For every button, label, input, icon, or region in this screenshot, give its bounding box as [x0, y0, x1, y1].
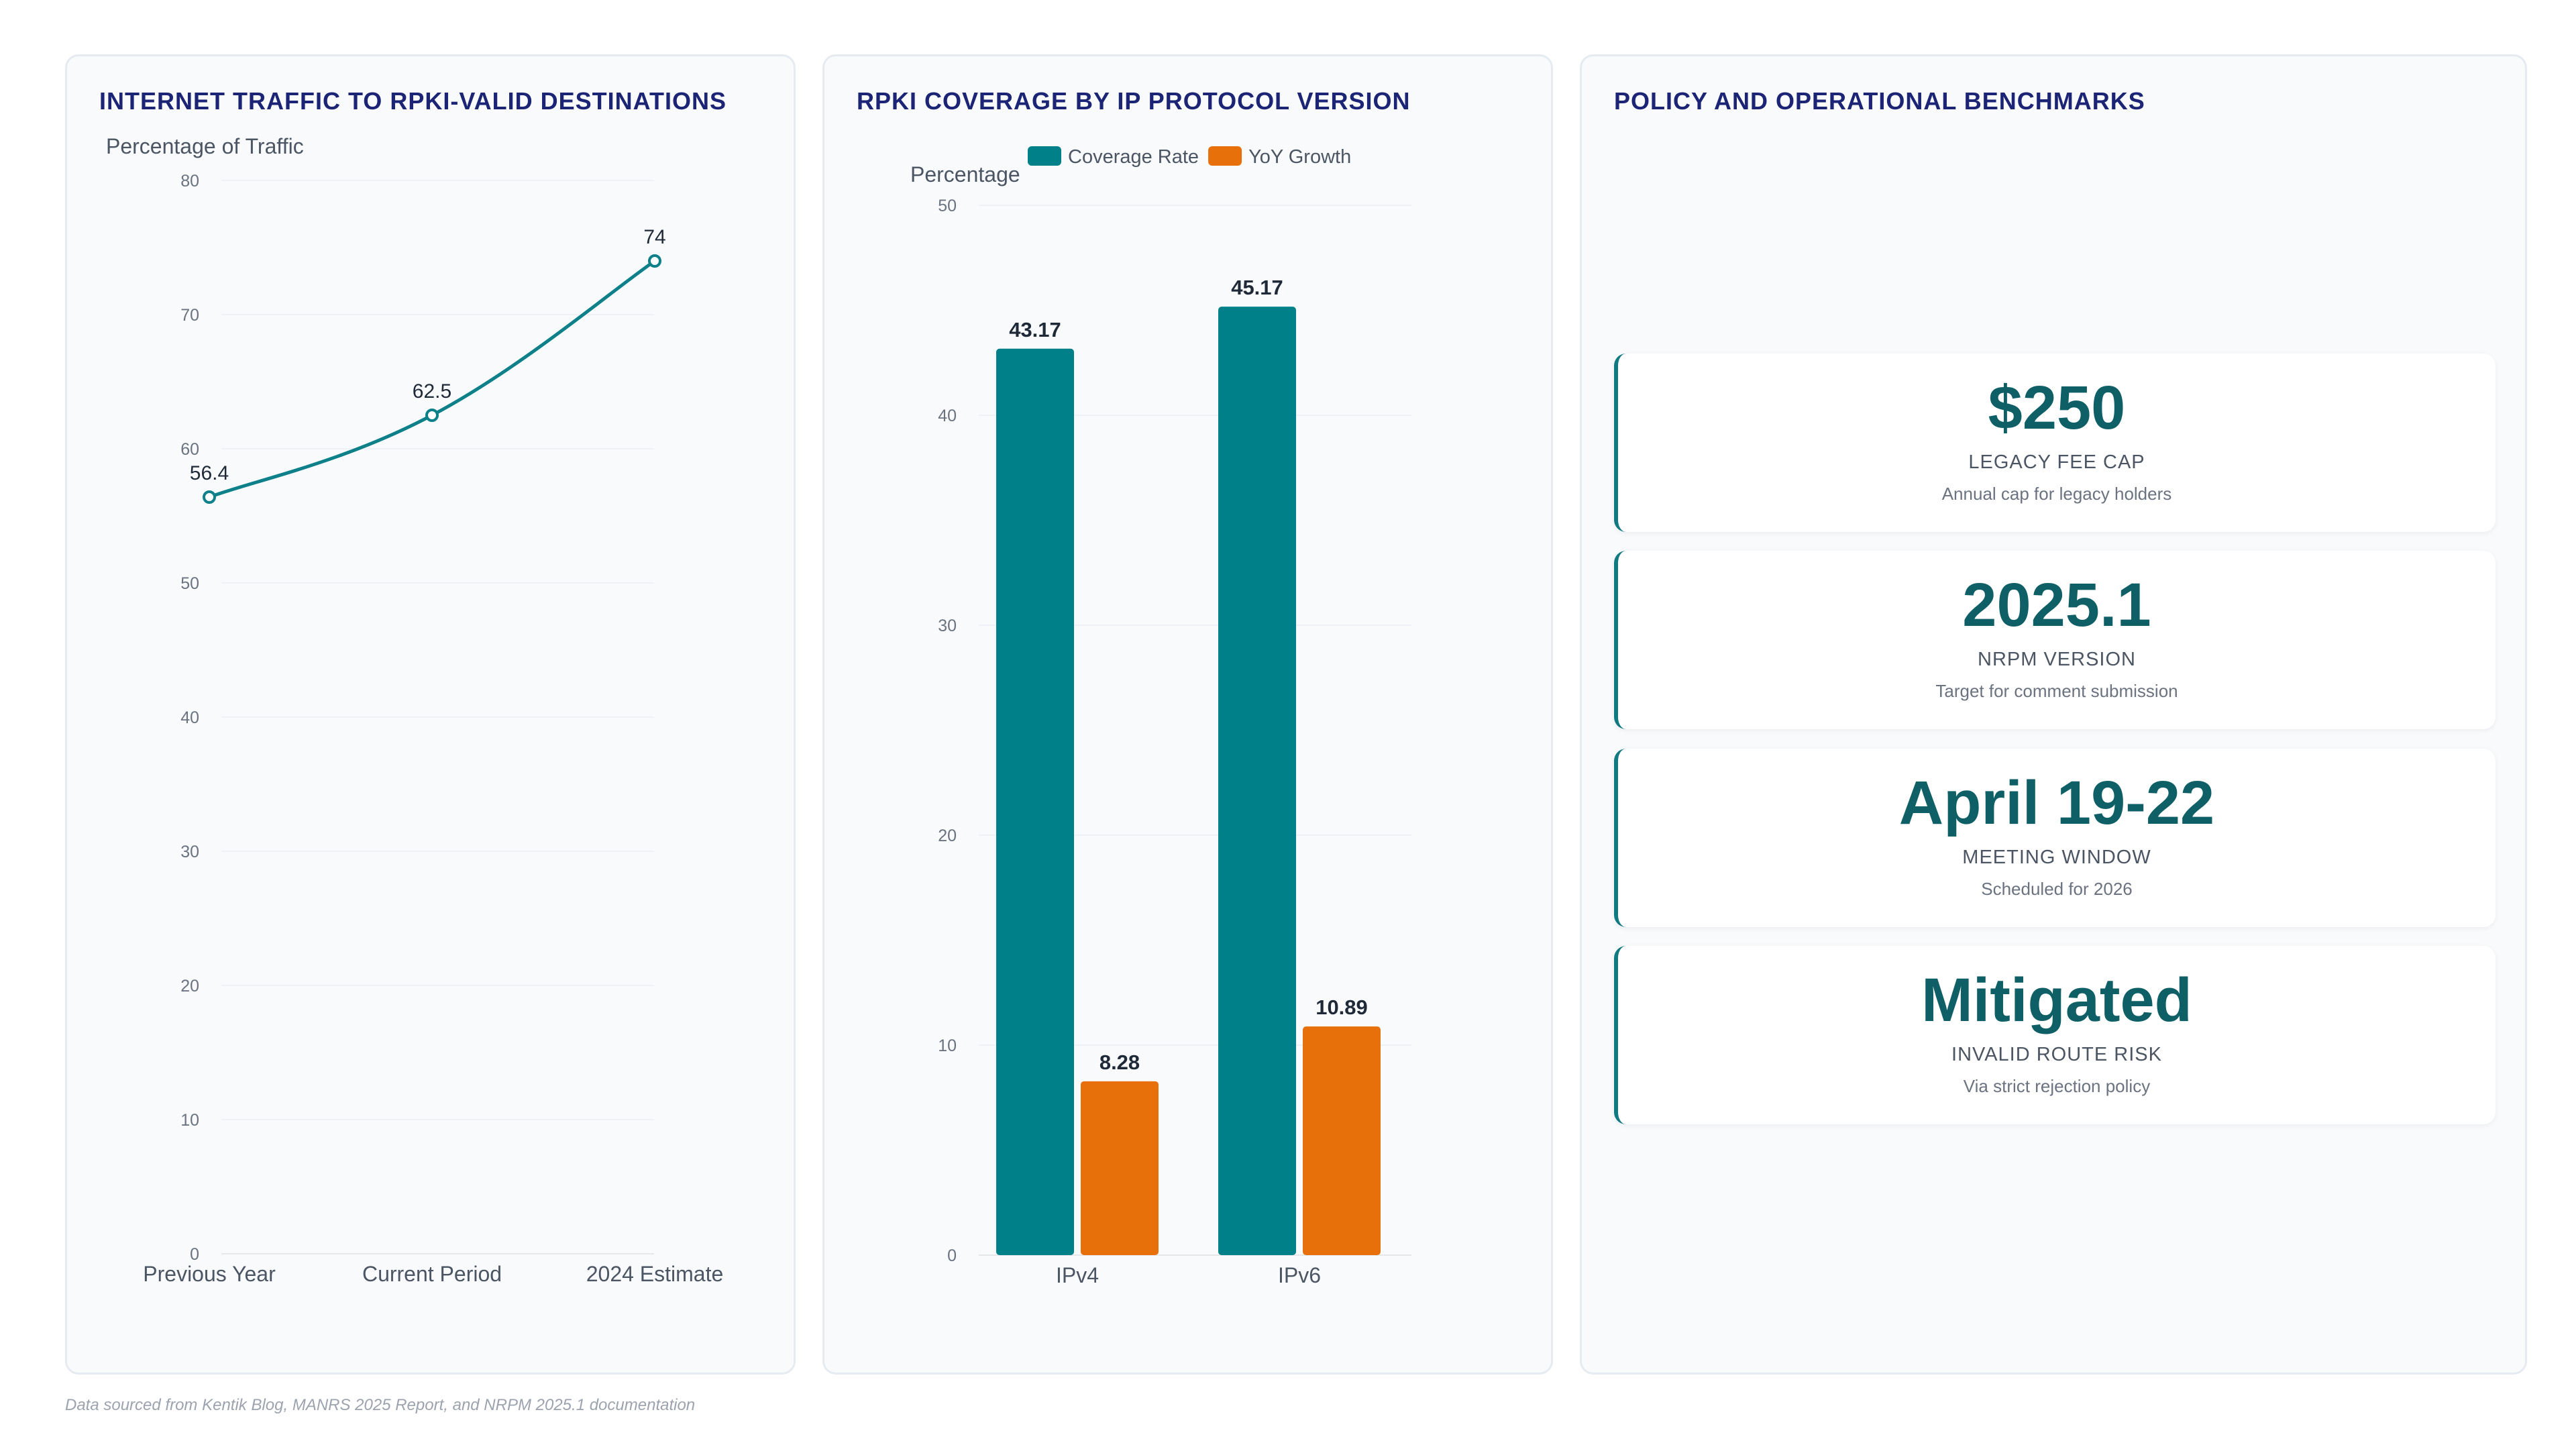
y-tick-label: 0	[190, 1245, 199, 1264]
y-tick-label: 50	[180, 574, 199, 593]
kpi-label: INVALID ROUTE RISK	[1951, 1044, 2162, 1065]
kpi-description: Annual cap for legacy holders	[1941, 484, 2172, 504]
y-tick-label: 20	[938, 826, 957, 845]
data-point	[425, 409, 439, 422]
kpi-card-fee-cap: $250 LEGACY FEE CAP Annual cap for legac…	[1614, 354, 2496, 532]
kpi-label: MEETING WINDOW	[1962, 847, 2151, 868]
legend-swatch	[1028, 146, 1061, 166]
y-tick-label: 30	[180, 843, 199, 861]
kpi-value: April 19-22	[1898, 769, 2215, 837]
kpi-label: LEGACY FEE CAP	[1968, 451, 2145, 473]
legend-label: YoY Growth	[1248, 146, 1351, 168]
kpi-label: NRPM VERSION	[1978, 649, 2136, 670]
data-label: 74	[643, 226, 665, 248]
bar	[1303, 1026, 1381, 1255]
bar-value-label: 43.17	[1009, 318, 1061, 341]
y-tick-label: 50	[938, 197, 957, 215]
kpi-value: Mitigated	[1921, 966, 2192, 1034]
bar	[996, 348, 1074, 1255]
data-label: 56.4	[190, 462, 229, 484]
traffic-line-chart: Percentage of Traffic 0 10 20 30 40 50 60 70 80 Pr…	[106, 134, 724, 1286]
bar-value-label: 45.17	[1231, 276, 1283, 299]
kpi-card-meeting-window: April 19-22 MEETING WINDOW Scheduled for…	[1614, 749, 2496, 927]
y-tick-label: 10	[180, 1111, 199, 1130]
y-tick-label: 10	[938, 1036, 957, 1055]
y-tick-label: 80	[180, 172, 199, 191]
kpi-description: Scheduled for 2026	[1981, 879, 2133, 899]
y-tick-label: 40	[938, 407, 957, 425]
benchmarks-panel: POLICY AND OPERATIONAL BENCHMARKS $250 L…	[1580, 54, 2527, 1375]
traffic-line-chart-panel: INTERNET TRAFFIC TO RPKI-VALID DESTINATI…	[65, 54, 796, 1375]
y-tick-label: 60	[180, 440, 199, 459]
x-tick-label: 2024 Estimate	[586, 1262, 724, 1286]
benchmarks-title: POLICY AND OPERATIONAL BENCHMARKS	[1614, 87, 2145, 115]
kpi-description: Target for comment submission	[1935, 681, 2178, 701]
y-tick-label: 0	[947, 1246, 957, 1265]
coverage-bar-chart: Percentage Coverage Rate YoY Growth 0 10 20 30…	[910, 146, 1411, 1287]
bar	[1081, 1081, 1159, 1255]
bar-value-label: 10.89	[1316, 996, 1368, 1019]
bar-value-label: 8.28	[1099, 1051, 1140, 1074]
y-axis-label: Percentage of Traffic	[106, 134, 304, 158]
kpi-value: $250	[1988, 374, 2126, 442]
y-axis-label: Percentage	[910, 162, 1020, 186]
x-tick-label: Previous Year	[143, 1262, 276, 1286]
x-tick-label: IPv4	[1056, 1263, 1099, 1287]
data-point	[648, 254, 661, 268]
data-source-footnote: Data sourced from Kentik Blog, MANRS 202…	[65, 1396, 696, 1414]
kpi-card-nrpm-version: 2025.1 NRPM VERSION Target for comment s…	[1614, 551, 2496, 729]
legend-swatch	[1208, 146, 1242, 166]
coverage-bar-chart-panel: RPKI COVERAGE BY IP PROTOCOL VERSION Per…	[822, 54, 1553, 1375]
y-tick-label: 20	[180, 977, 199, 996]
traffic-series-line	[209, 259, 656, 499]
data-point	[203, 490, 216, 504]
legend-label: Coverage Rate	[1068, 146, 1199, 168]
data-label: 62.5	[413, 380, 451, 402]
x-tick-label: IPv6	[1278, 1263, 1321, 1287]
line-chart-title: INTERNET TRAFFIC TO RPKI-VALID DESTINATI…	[99, 87, 727, 115]
x-tick-label: Current Period	[362, 1262, 502, 1286]
y-tick-label: 40	[180, 708, 199, 727]
kpi-description: Via strict rejection policy	[1963, 1076, 2151, 1096]
bar	[1218, 307, 1296, 1256]
bar-chart-title: RPKI COVERAGE BY IP PROTOCOL VERSION	[857, 87, 1411, 115]
kpi-card-route-risk: Mitigated INVALID ROUTE RISK Via strict …	[1614, 946, 2496, 1124]
kpi-value: 2025.1	[1962, 571, 2151, 639]
y-tick-label: 30	[938, 616, 957, 635]
y-tick-label: 70	[180, 306, 199, 325]
